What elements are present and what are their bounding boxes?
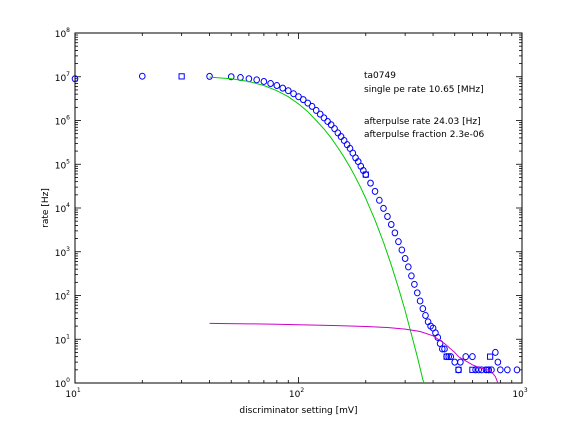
data-point-circle bbox=[331, 125, 338, 133]
data-point-circle bbox=[387, 220, 395, 228]
x-tick-label: 101 bbox=[65, 387, 80, 400]
data-point-circle bbox=[462, 353, 470, 361]
y-tick-label: 107 bbox=[55, 71, 70, 84]
data-point-circle bbox=[488, 366, 495, 374]
data-point-square bbox=[487, 353, 494, 360]
data-point-circle bbox=[316, 110, 324, 118]
y-tick-label: 108 bbox=[55, 27, 70, 40]
data-point-circle bbox=[447, 353, 455, 361]
data-point-circle bbox=[411, 280, 418, 288]
data-point-circle bbox=[71, 75, 79, 83]
data-point-circle bbox=[260, 77, 268, 85]
data-point-circle bbox=[422, 311, 429, 319]
data-point-square bbox=[178, 73, 185, 80]
data-point-circle bbox=[371, 187, 379, 195]
data-point-circle bbox=[284, 87, 292, 95]
data-point-circle bbox=[267, 80, 274, 88]
data-point-circle bbox=[497, 366, 504, 374]
y-tick-label: 105 bbox=[55, 158, 70, 171]
data-point-circle bbox=[206, 72, 213, 80]
y-tick-label: 104 bbox=[55, 202, 70, 215]
y-tick-label: 106 bbox=[55, 115, 70, 128]
x-tick-label: 103 bbox=[512, 387, 527, 400]
data-point-circle bbox=[391, 229, 399, 237]
data-point-circle bbox=[279, 84, 287, 92]
annotation-single-pe-rate: single pe rate 10.65 [MHz] bbox=[364, 85, 484, 95]
data-point-square bbox=[362, 171, 369, 178]
data-point-circle bbox=[504, 366, 511, 374]
data-point-square bbox=[455, 366, 462, 373]
x-axis-title: discriminator setting [mV] bbox=[239, 406, 357, 416]
data-point-circle bbox=[492, 348, 499, 356]
data-point-circle bbox=[513, 366, 521, 374]
data-point-circle bbox=[380, 204, 387, 212]
annotation-afterpulse-rate: afterpulse rate 24.03 [Hz] bbox=[364, 117, 481, 127]
data-point-circle bbox=[439, 345, 446, 353]
annotation-block: ta0749 single pe rate 10.65 [MHz] afterp… bbox=[364, 71, 485, 140]
data-point-circle bbox=[405, 263, 412, 271]
y-tick-label: 103 bbox=[55, 246, 70, 259]
data-point-circle bbox=[419, 305, 427, 313]
data-point-circle bbox=[308, 102, 316, 110]
axis-ticks bbox=[74, 32, 523, 384]
annotation-tube-id: ta0749 bbox=[364, 71, 396, 81]
data-point-circle bbox=[457, 358, 464, 366]
data-point-circle bbox=[401, 255, 409, 263]
data-point-circle bbox=[253, 76, 260, 84]
data-point-circle bbox=[395, 238, 402, 246]
data-series-layer bbox=[71, 72, 521, 384]
series-3-line bbox=[209, 322, 499, 384]
data-point-circle bbox=[408, 272, 415, 280]
data-point-circle bbox=[416, 297, 424, 305]
annotation-afterpulse-fraction: afterpulse fraction 2.3e-06 bbox=[364, 130, 485, 140]
data-point-circle bbox=[475, 366, 482, 374]
y-tick-label: 100 bbox=[55, 377, 70, 390]
data-point-circle bbox=[138, 72, 146, 80]
data-point-circle bbox=[327, 121, 335, 129]
data-point-square bbox=[484, 366, 491, 373]
data-point-circle bbox=[384, 212, 391, 220]
y-axis-title: rate [Hz] bbox=[41, 188, 51, 228]
data-point-circle bbox=[376, 196, 383, 204]
data-point-circle bbox=[227, 73, 235, 81]
data-point-circle bbox=[494, 358, 502, 366]
x-tick-label: 102 bbox=[289, 387, 304, 400]
data-point-square bbox=[469, 366, 476, 373]
data-point-circle bbox=[320, 114, 328, 122]
data-point-circle bbox=[304, 99, 312, 107]
series-2-line bbox=[209, 76, 425, 384]
y-tick-label: 101 bbox=[55, 333, 70, 346]
y-tick-label: 102 bbox=[55, 290, 70, 303]
data-point-circle bbox=[469, 353, 476, 361]
data-point-circle bbox=[367, 179, 374, 187]
data-point-circle bbox=[273, 82, 281, 90]
data-point-square bbox=[443, 353, 450, 360]
data-point-circle bbox=[413, 289, 421, 297]
data-point-circle bbox=[299, 96, 307, 104]
data-point-circle bbox=[398, 246, 406, 254]
data-point-circle bbox=[441, 345, 448, 353]
data-point-circle bbox=[290, 90, 297, 98]
data-point-circle bbox=[312, 106, 320, 114]
